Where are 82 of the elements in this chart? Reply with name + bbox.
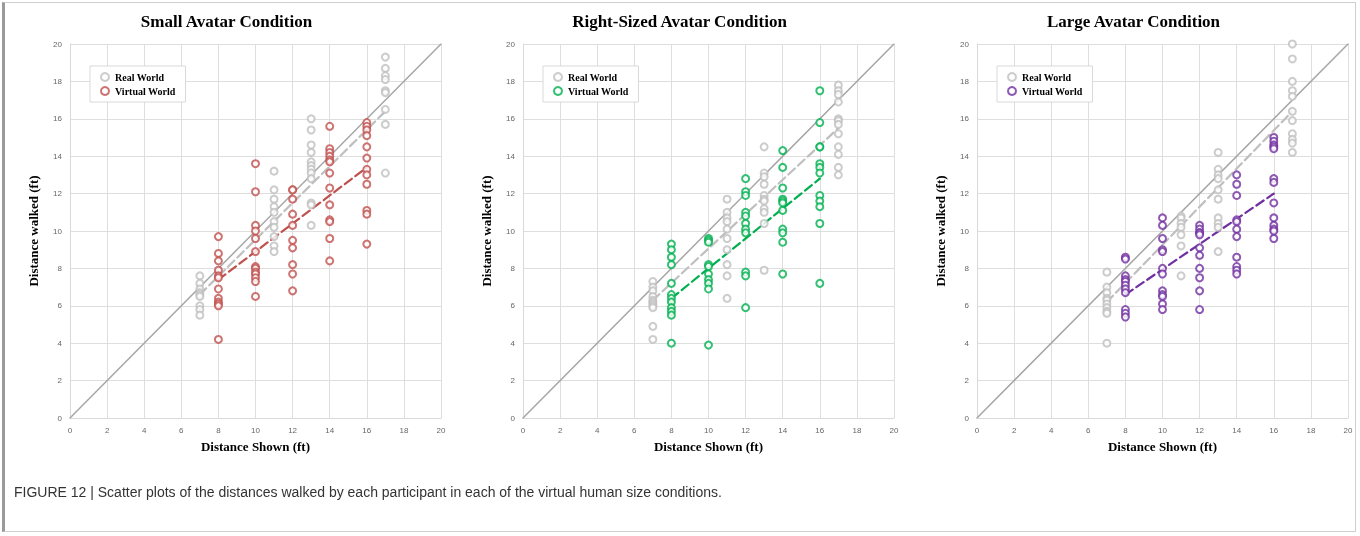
y-tick-label: 10 bbox=[506, 226, 516, 236]
x-tick-label: 12 bbox=[1194, 425, 1205, 435]
y-axis-title: Distance walked (ft) bbox=[479, 175, 495, 287]
y-tick-label: 20 bbox=[959, 39, 970, 49]
x-tick-label: 4 bbox=[595, 425, 601, 435]
x-tick-label: 8 bbox=[216, 425, 222, 435]
y-tick-label: 4 bbox=[510, 338, 516, 348]
x-axis-title: Distance Shown (ft) bbox=[200, 439, 311, 454]
x-tick-label: 16 bbox=[1269, 425, 1279, 435]
y-tick-label: 2 bbox=[964, 376, 970, 386]
y-tick-label: 6 bbox=[964, 301, 970, 311]
x-tick-label: 12 bbox=[288, 425, 298, 435]
y-tick-label: 20 bbox=[53, 39, 63, 49]
y-tick-label: 18 bbox=[959, 76, 970, 86]
caption: FIGURE 12 | Scatter plots of the distances walked by each participant in each of the virtual human size conditions. bbox=[14, 484, 723, 500]
chart-title: Small Avatar Condition bbox=[140, 12, 313, 31]
y-tick-label: 8 bbox=[510, 263, 516, 273]
x-tick-label: 10 bbox=[704, 425, 714, 435]
y-axis-title: Distance walked (ft) bbox=[932, 175, 948, 287]
x-tick-label: 16 bbox=[362, 425, 372, 435]
y-tick-label: 14 bbox=[959, 151, 970, 161]
y-tick-label: 8 bbox=[964, 263, 970, 273]
x-axis-title: Distance Shown (ft) bbox=[1107, 439, 1217, 454]
x-tick-label: 10 bbox=[1157, 425, 1168, 435]
chart-title: Right-Sized Avatar Condition bbox=[572, 12, 788, 31]
x-tick-label: 2 bbox=[104, 425, 110, 435]
y-tick-label: 0 bbox=[57, 413, 63, 423]
y-tick-label: 0 bbox=[964, 413, 970, 423]
x-tick-label: 0 bbox=[521, 425, 527, 435]
x-tick-label: 2 bbox=[1011, 425, 1017, 435]
legend-label: Virtual World bbox=[115, 85, 176, 97]
x-tick-label: 14 bbox=[1231, 425, 1242, 435]
x-axis-title: Distance Shown (ft) bbox=[654, 439, 764, 454]
x-tick-label: 4 bbox=[141, 425, 147, 435]
legend-label: Virtual World bbox=[568, 85, 630, 97]
y-tick-label: 4 bbox=[964, 338, 970, 348]
y-tick-label: 8 bbox=[57, 263, 63, 273]
y-tick-label: 6 bbox=[57, 301, 63, 311]
y-tick-label: 18 bbox=[53, 76, 63, 86]
x-tick-label: 20 bbox=[436, 425, 446, 435]
x-tick-label: 8 bbox=[669, 425, 675, 435]
y-tick-label: 14 bbox=[506, 151, 516, 161]
x-tick-label: 18 bbox=[1306, 425, 1316, 435]
x-tick-label: 6 bbox=[179, 425, 185, 435]
y-tick-label: 12 bbox=[506, 189, 516, 199]
y-tick-label: 12 bbox=[959, 189, 970, 199]
x-tick-label: 14 bbox=[325, 425, 335, 435]
x-tick-label: 18 bbox=[852, 425, 863, 435]
y-axis-title: Distance walked (ft) bbox=[26, 175, 41, 287]
x-tick-label: 20 bbox=[889, 425, 900, 435]
y-tick-label: 10 bbox=[53, 226, 63, 236]
y-tick-label: 0 bbox=[510, 413, 516, 423]
x-tick-label: 14 bbox=[778, 425, 789, 435]
x-tick-label: 10 bbox=[251, 425, 261, 435]
y-tick-label: 4 bbox=[57, 338, 63, 348]
x-tick-label: 0 bbox=[974, 425, 980, 435]
legend-label: Real World bbox=[115, 71, 165, 83]
chart-title: Large Avatar Condition bbox=[1046, 12, 1221, 31]
legend-label: Real World bbox=[568, 71, 618, 83]
x-tick-label: 12 bbox=[741, 425, 751, 435]
x-tick-label: 0 bbox=[67, 425, 73, 435]
y-tick-label: 16 bbox=[506, 114, 516, 124]
x-tick-label: 8 bbox=[1122, 425, 1128, 435]
x-tick-label: 16 bbox=[815, 425, 826, 435]
x-tick-label: 6 bbox=[632, 425, 638, 435]
y-tick-label: 10 bbox=[959, 226, 970, 236]
y-tick-label: 20 bbox=[506, 39, 516, 49]
y-tick-label: 18 bbox=[506, 76, 516, 86]
legend-label: Real World bbox=[1021, 71, 1072, 83]
y-tick-label: 16 bbox=[959, 114, 970, 124]
x-tick-label: 20 bbox=[1343, 425, 1353, 435]
x-tick-label: 2 bbox=[558, 425, 564, 435]
y-tick-label: 12 bbox=[53, 189, 63, 199]
legend-label: Virtual World bbox=[1021, 85, 1083, 97]
y-tick-label: 2 bbox=[510, 376, 516, 386]
x-tick-label: 18 bbox=[399, 425, 409, 435]
y-tick-label: 2 bbox=[57, 376, 63, 386]
y-tick-label: 6 bbox=[510, 301, 516, 311]
y-tick-label: 16 bbox=[53, 114, 63, 124]
y-tick-label: 14 bbox=[53, 151, 63, 161]
x-tick-label: 6 bbox=[1085, 425, 1091, 435]
x-tick-label: 4 bbox=[1048, 425, 1054, 435]
